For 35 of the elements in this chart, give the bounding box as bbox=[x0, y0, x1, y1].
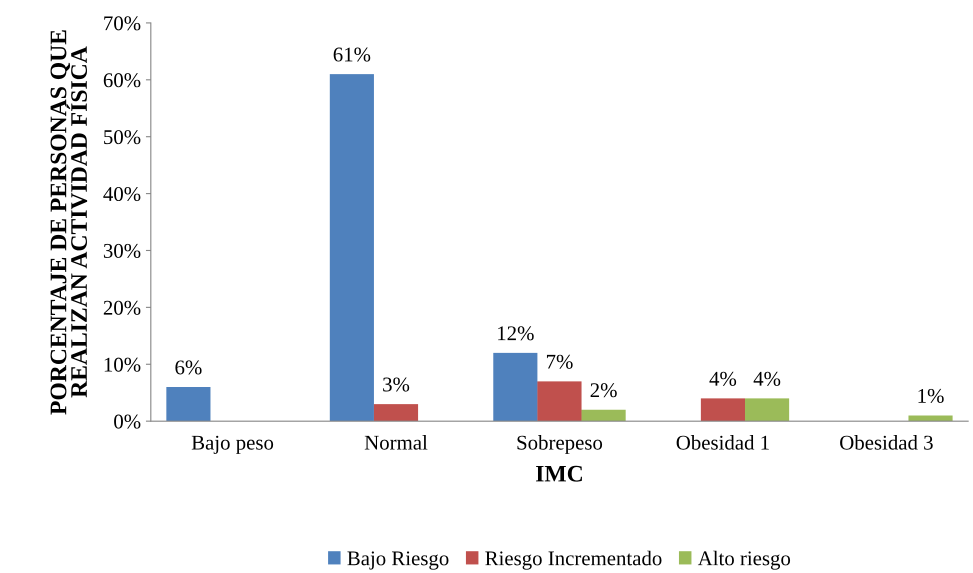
y-tick-label: 70% bbox=[104, 16, 140, 30]
y-tick-label: 10% bbox=[104, 358, 140, 372]
y-tick-label: 50% bbox=[104, 130, 140, 144]
bar bbox=[700, 398, 746, 422]
bar bbox=[745, 398, 790, 422]
bar bbox=[582, 410, 626, 422]
x-tick-label: Normal bbox=[364, 435, 428, 450]
y-tick-label: 20% bbox=[104, 300, 140, 315]
data-label: 3% bbox=[383, 377, 410, 392]
bar bbox=[166, 387, 210, 422]
bar bbox=[537, 381, 582, 422]
legend-label: Alto riesgo bbox=[698, 550, 790, 570]
legend-label: Riesgo Incrementado bbox=[485, 550, 662, 570]
y-tick-label: 40% bbox=[103, 186, 140, 202]
x-tick-label: Sobrepeso bbox=[517, 435, 602, 454]
y-tick-label: 0% bbox=[114, 414, 140, 429]
y-tick-label: 60% bbox=[104, 73, 140, 88]
data-label: 4% bbox=[754, 372, 780, 386]
x-tick-label: Obesidad 3 bbox=[840, 435, 933, 450]
y-axis-title: PORCENTAJE DE PERSONAS QUE REALIZAN ACTIVIDAD FÍSICA bbox=[50, 30, 88, 415]
y-tick-label: 30% bbox=[104, 244, 140, 258]
x-tick-label: Bajo peso bbox=[192, 436, 274, 454]
bar bbox=[493, 352, 538, 422]
data-label: 12% bbox=[498, 326, 534, 340]
bar bbox=[330, 74, 374, 422]
bar bbox=[374, 404, 418, 422]
data-label: 6% bbox=[175, 360, 202, 375]
x-tick-label: Obesidad 1 bbox=[676, 435, 769, 450]
data-label: 1% bbox=[918, 388, 944, 403]
legend-label: Bajo Riesgo bbox=[347, 551, 448, 570]
data-label: 7% bbox=[546, 354, 573, 369]
data-label: 2% bbox=[590, 383, 617, 398]
data-label: 4% bbox=[709, 372, 736, 386]
x-axis-title: IMC bbox=[536, 466, 582, 482]
data-label: 61% bbox=[334, 47, 370, 62]
